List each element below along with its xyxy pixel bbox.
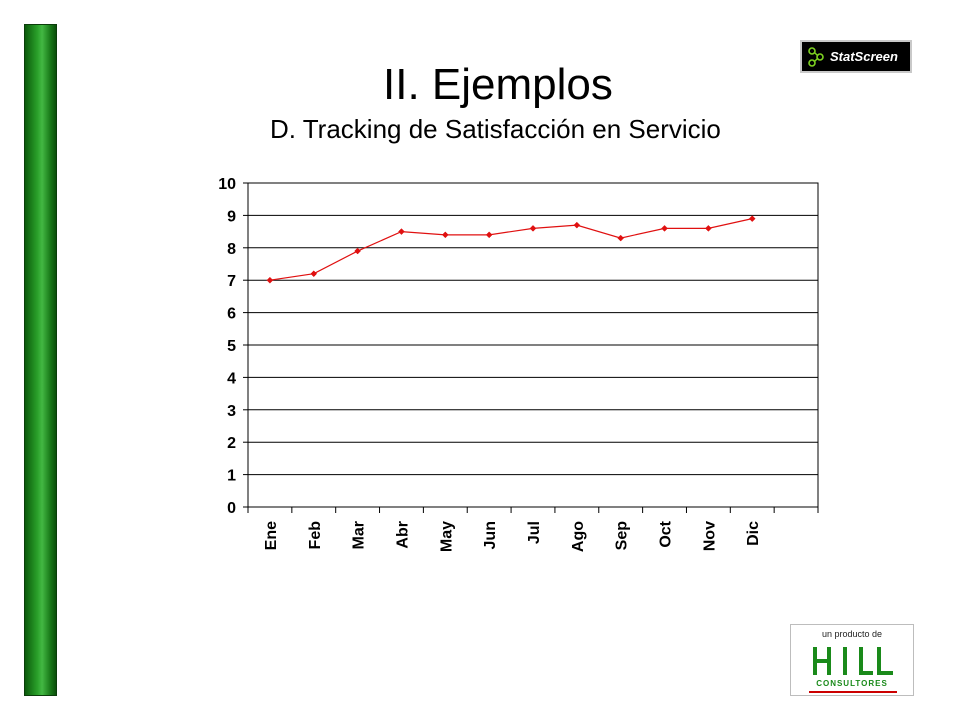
x-tick-label: Nov bbox=[701, 521, 718, 551]
data-point bbox=[354, 247, 361, 255]
hill-consultores-logo-box: un producto de CONSULTORES bbox=[790, 624, 914, 696]
y-tick-label: 5 bbox=[227, 338, 236, 355]
y-tick-label: 0 bbox=[227, 500, 236, 517]
data-point bbox=[748, 215, 756, 222]
slide-title: II. Ejemplos bbox=[383, 60, 613, 109]
data-point bbox=[573, 221, 581, 229]
statscreen-logo-text: StatScreen bbox=[830, 49, 898, 64]
statscreen-logo: StatScreen bbox=[800, 40, 912, 73]
slide-subtitle: D. Tracking de Satisfacción en Servicio bbox=[270, 114, 721, 144]
x-tick-label: Abr bbox=[394, 521, 411, 549]
x-tick-label: Dic bbox=[745, 521, 762, 546]
x-tick-label: Jun bbox=[482, 521, 499, 549]
data-point bbox=[529, 225, 537, 232]
data-point bbox=[266, 276, 274, 284]
x-tick-label: Feb bbox=[307, 521, 324, 550]
x-tick-label: Ene bbox=[263, 521, 280, 550]
x-tick-label: Sep bbox=[614, 521, 631, 551]
hill-logo-icon bbox=[813, 647, 893, 675]
footer-logo-subtext: CONSULTORES bbox=[816, 679, 888, 688]
y-tick-label: 10 bbox=[218, 176, 236, 193]
decorative-green-bar bbox=[24, 24, 57, 696]
y-tick-label: 2 bbox=[227, 435, 236, 452]
data-point bbox=[398, 228, 405, 235]
data-point bbox=[485, 231, 493, 239]
y-tick-label: 9 bbox=[227, 208, 236, 225]
x-tick-label: May bbox=[438, 521, 455, 552]
y-tick-label: 3 bbox=[227, 403, 236, 420]
y-tick-label: 8 bbox=[227, 241, 236, 258]
data-point bbox=[310, 270, 318, 278]
series-line bbox=[269, 218, 753, 281]
footer-caption: un producto de bbox=[821, 629, 883, 639]
y-tick-label: 1 bbox=[227, 468, 236, 485]
x-tick-label: Oct bbox=[658, 520, 675, 547]
y-tick-label: 6 bbox=[227, 306, 236, 323]
data-point bbox=[661, 225, 668, 232]
x-tick-label: Jul bbox=[526, 521, 543, 544]
data-point bbox=[705, 225, 712, 232]
footer-logo-underline bbox=[809, 691, 897, 693]
y-tick-label: 4 bbox=[227, 370, 236, 387]
molecule-icon bbox=[808, 46, 824, 67]
data-point bbox=[441, 231, 449, 239]
data-point bbox=[617, 234, 625, 242]
x-tick-label: Ago bbox=[570, 521, 587, 552]
y-tick-label: 7 bbox=[227, 273, 236, 290]
x-tick-label: Mar bbox=[351, 521, 368, 549]
